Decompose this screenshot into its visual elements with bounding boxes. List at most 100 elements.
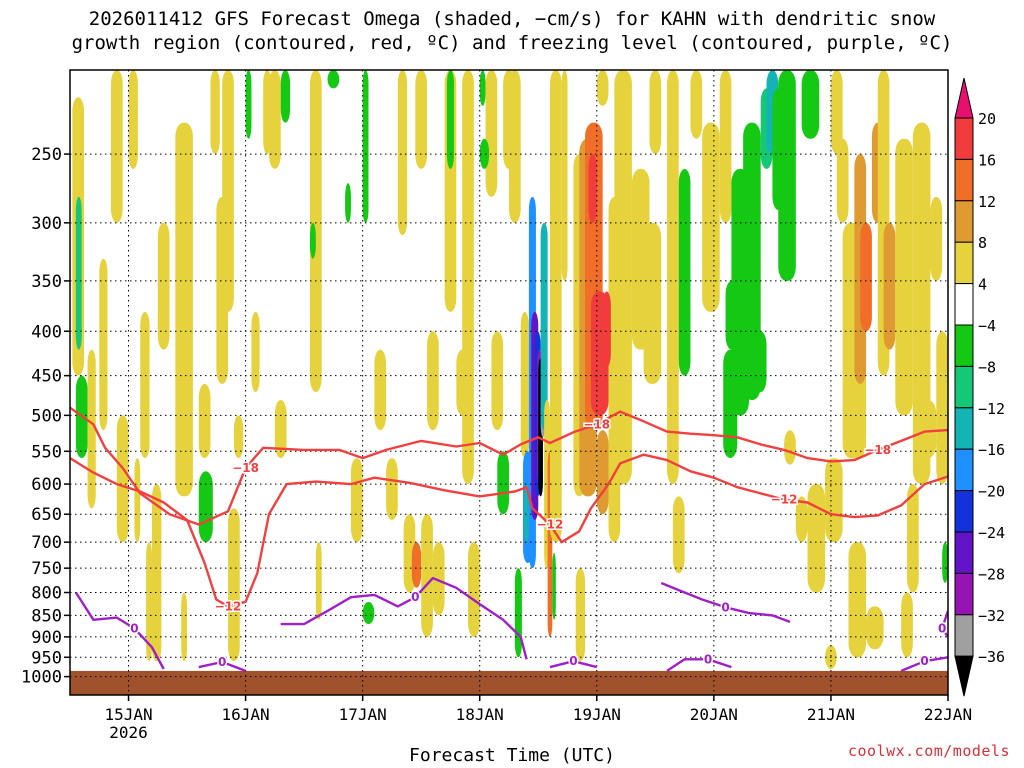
omega-shade-region <box>446 70 454 169</box>
y-tick-label: 750 <box>31 559 62 579</box>
colorbar-label: −32 <box>978 607 1005 625</box>
contour-label: 0 <box>569 654 577 668</box>
colorbar-label: −28 <box>978 565 1005 583</box>
colorbar-bin <box>954 490 974 533</box>
omega-shade-region <box>181 592 188 662</box>
chart-title-line-2: growth region (contoured, red, ºC) and f… <box>71 32 953 54</box>
colorbar-bin <box>954 158 974 202</box>
contour-label: −18 <box>232 461 259 475</box>
omega-shade-region <box>415 70 428 169</box>
omega-shade-region <box>128 70 138 169</box>
omega-shade-region <box>427 331 439 431</box>
y-tick-label: 900 <box>31 628 62 648</box>
omega-shade-region <box>575 568 586 662</box>
x-tick-label: 22JAN <box>924 705 972 724</box>
omega-shade-region <box>362 601 375 625</box>
omega-shade-region <box>491 331 504 431</box>
contour-label: −12 <box>771 492 798 506</box>
omega-shade-region <box>649 70 662 155</box>
y-tick-label: 350 <box>31 272 62 292</box>
omega-shade-region <box>860 222 872 332</box>
omega-shade-region <box>75 196 82 350</box>
colorbar-label: 8 <box>978 234 987 252</box>
y-tick-label: 300 <box>31 214 62 234</box>
omega-shade-region <box>552 552 556 620</box>
contour-freezing-level-a <box>74 591 165 670</box>
omega-shade-region <box>497 451 509 515</box>
omega-shade-region <box>146 542 152 662</box>
omega-shade-region <box>274 399 287 459</box>
x-tick-label: 20JAN <box>690 705 738 724</box>
colorbar-bin <box>954 572 974 616</box>
contour-label: −12 <box>537 518 564 532</box>
omega-shade-region <box>825 458 843 543</box>
y-tick-label: 1000 <box>21 668 62 688</box>
contour-freezing-level-f <box>666 658 732 672</box>
colorbar-label: 16 <box>978 151 996 169</box>
contour-freezing-level-c <box>198 660 247 673</box>
omega-shade-region <box>514 568 522 658</box>
y-tick-label: 500 <box>31 406 62 426</box>
omega-shade-region <box>345 183 351 223</box>
contour-label: 0 <box>704 652 712 666</box>
contour-freezing-level-b <box>280 576 528 660</box>
omega-shade-region <box>432 542 445 616</box>
omega-shade-region <box>116 415 129 543</box>
omega-shade-region <box>110 70 123 223</box>
omega-shade-region <box>942 542 948 583</box>
omega-shade-region <box>678 168 691 376</box>
grid-layer <box>70 70 948 695</box>
y-tick-label: 450 <box>31 367 62 387</box>
omega-shade-region <box>479 138 490 169</box>
omega-shade-region <box>784 430 796 465</box>
colorbar-bin <box>954 407 974 450</box>
contour-label: 0 <box>130 621 138 635</box>
colorbar-bin <box>954 365 974 409</box>
omega-shade-region <box>374 349 387 431</box>
omega-shade-region <box>719 70 732 223</box>
omega-shade-region <box>468 542 480 637</box>
omega-shade-region <box>151 484 162 662</box>
y-tick-label: 550 <box>31 442 62 462</box>
colorbar-label: −24 <box>978 524 1005 542</box>
plot-frame <box>69 69 949 696</box>
omega-shade-region <box>397 70 408 236</box>
omega-shade-region <box>157 222 170 350</box>
omega-shade-region <box>807 484 826 593</box>
colorbar-label: 12 <box>978 193 996 211</box>
contour-layer: −18 −18 −18 −12 −12 −12 0 0 0 0 0 0 0 0 <box>70 406 948 673</box>
x-axis: 15JAN 16JAN 17JAN 18JAN 19JAN 20JAN 21JAN 22JAN… <box>104 695 972 742</box>
omega-shade-region <box>895 138 913 416</box>
omega-shade-region <box>690 70 703 139</box>
omega-shade-region <box>614 70 632 485</box>
omega-shade-region <box>309 70 322 393</box>
omega-shade-region <box>280 70 291 123</box>
omega-shade-region <box>362 70 369 223</box>
ground-surface <box>70 670 948 695</box>
omega-shade-region <box>421 514 433 637</box>
ground-layer <box>70 670 948 695</box>
contour-freezing-level-g <box>900 656 948 673</box>
contour-label: 0 <box>938 621 946 635</box>
y-tick-label: 800 <box>31 584 62 604</box>
omega-shade-region <box>87 349 96 509</box>
omega-shade-region <box>883 222 896 350</box>
omega-shade-region <box>309 222 316 259</box>
contour-dgz-minus-12 <box>70 453 948 608</box>
omega-shade-region <box>228 508 240 662</box>
contour-freezing-level-d <box>549 660 598 669</box>
colorbar-bin <box>954 200 974 243</box>
y-tick-label: 600 <box>31 475 62 495</box>
omega-shade-region <box>233 415 244 459</box>
y-tick-label: 250 <box>31 145 62 165</box>
contour-label: −18 <box>583 417 610 431</box>
omega-shade-region <box>540 222 548 431</box>
omega-shade-region <box>754 331 767 393</box>
x-tick-label: 21JAN <box>807 705 855 724</box>
omega-shade-region <box>269 70 281 169</box>
colorbar-bin <box>954 283 974 326</box>
omega-shade-region <box>520 311 529 459</box>
contour-label: 0 <box>411 590 419 604</box>
colorbar-label: −4 <box>978 317 996 335</box>
x-tick-label: 18JAN <box>456 705 504 724</box>
